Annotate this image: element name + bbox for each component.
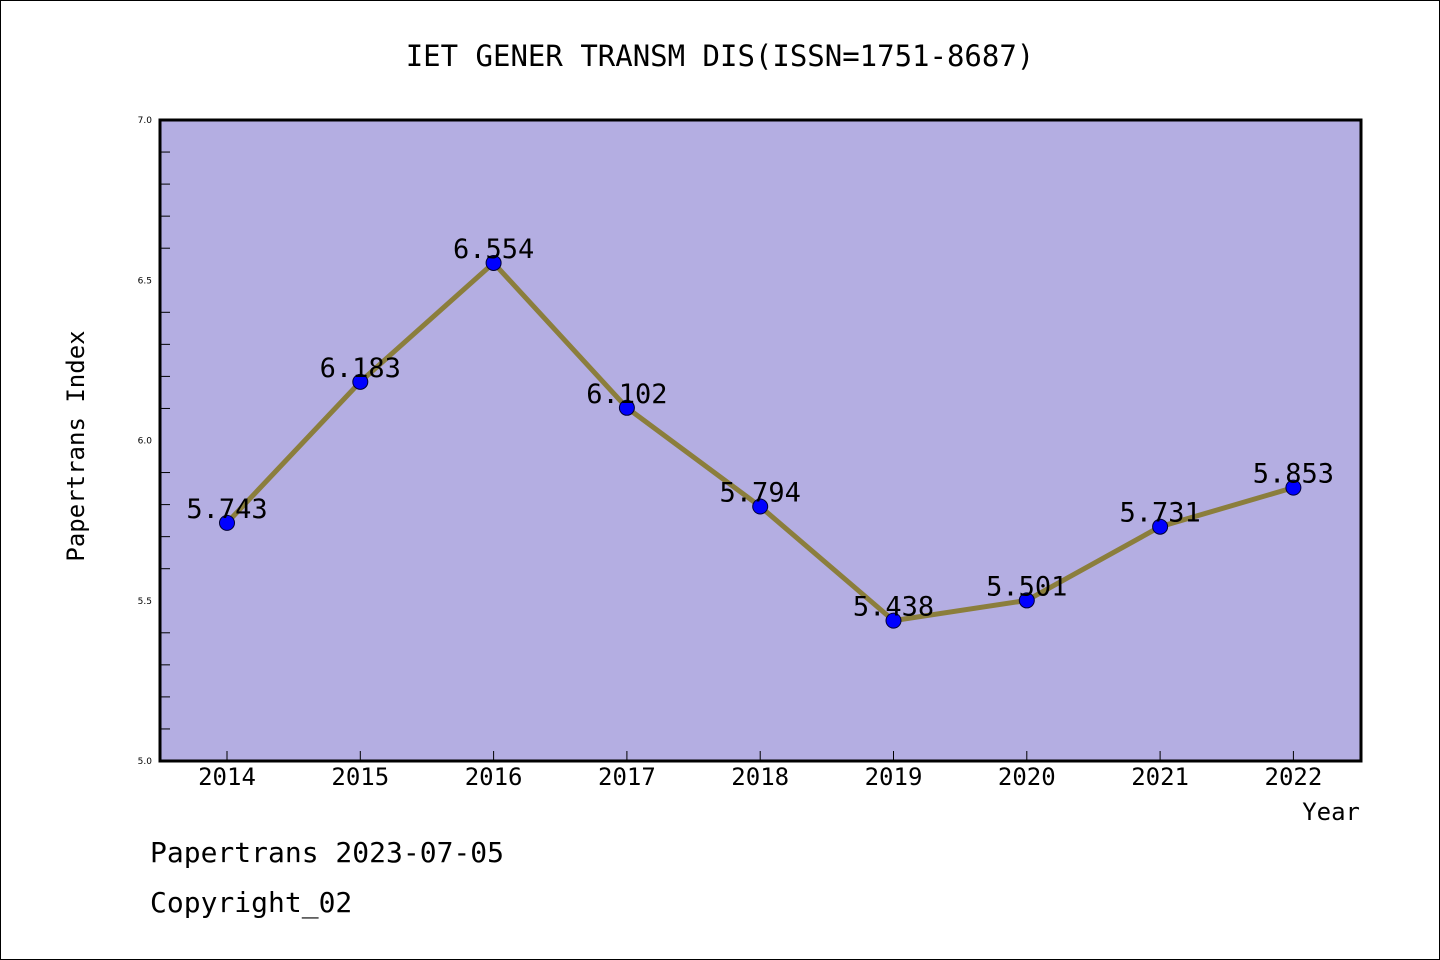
x-tick-label: 2019	[865, 763, 923, 791]
data-point	[485, 254, 502, 271]
y-tick-label: 5.5	[138, 597, 152, 607]
x-tick-label: 2018	[731, 763, 789, 791]
data-point	[1285, 479, 1302, 496]
series-index: 5.743 6.183 6.554 6.102 5.794 5.438 5.501 5.731…	[186, 234, 1334, 629]
data-point	[1018, 592, 1035, 609]
data-label: 5.438	[853, 592, 934, 623]
y-axis-label: Papertrans Index	[62, 330, 90, 561]
data-point	[752, 498, 769, 515]
x-tick-label: 2016	[465, 763, 523, 791]
data-point	[352, 373, 369, 390]
x-tick-label: 2015	[331, 763, 389, 791]
y-tick-label: 5.0	[138, 757, 153, 767]
data-label: 5.743	[186, 494, 267, 525]
x-tick-label: 2021	[1131, 763, 1189, 791]
data-label: 6.554	[453, 234, 534, 265]
data-label: 6.183	[320, 353, 401, 384]
data-label: 6.102	[586, 379, 667, 410]
x-axis-label: Year	[1302, 798, 1360, 826]
data-label: 5.501	[986, 571, 1067, 602]
y-tick-label: 7.0	[138, 116, 153, 126]
plot-area	[160, 120, 1361, 761]
x-tick-label: 2022	[1265, 763, 1323, 791]
data-label: 5.794	[720, 478, 801, 509]
y-tick-label: 6.5	[138, 276, 152, 286]
x-tick-label: 2014	[198, 763, 256, 791]
x-tick-label: 2017	[598, 763, 656, 791]
plot-border	[158, 118, 1363, 763]
x-tick-label: 2020	[998, 763, 1056, 791]
data-point	[885, 612, 902, 629]
chart-title: IET GENER TRANSM DIS(ISSN=1751-8687)	[406, 39, 1035, 73]
y-tick-label: 6.0	[138, 437, 153, 447]
footer-date: Papertrans 2023-07-05	[150, 836, 505, 869]
data-point	[618, 399, 635, 416]
data-label: 5.731	[1119, 498, 1200, 529]
data-label: 5.853	[1253, 459, 1334, 490]
data-point	[1152, 518, 1169, 535]
data-point	[219, 514, 235, 531]
x-axis: 2014 2015 2016 2017 2018 2019 2020 2021 2022	[198, 751, 1322, 791]
footer-copyright: Copyright_02	[150, 886, 353, 919]
